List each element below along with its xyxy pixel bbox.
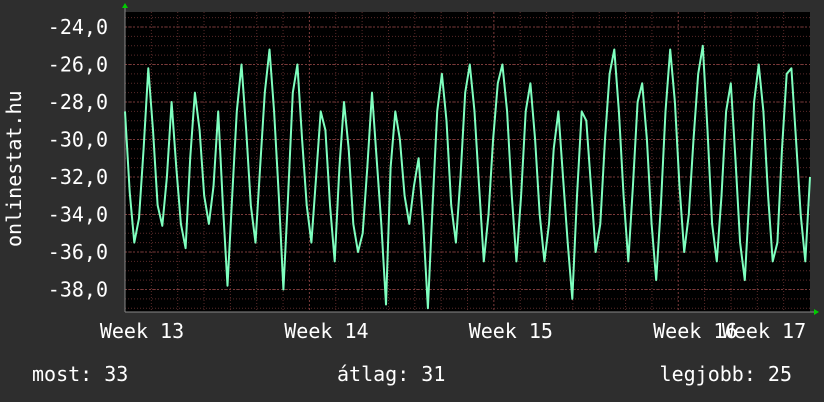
x-tick-label: Week 14 — [284, 319, 368, 343]
x-tick-label: Week 15 — [469, 319, 553, 343]
x-axis-arrow — [814, 309, 819, 315]
average-value: átlag: 31 — [337, 362, 446, 386]
watermark-text: onlinestat.hu — [2, 90, 26, 247]
data-series — [124, 44, 811, 310]
y-tick-label: -34,0 — [48, 203, 108, 227]
y-tick-label: -26,0 — [48, 53, 108, 77]
y-tick-label: -32,0 — [48, 165, 108, 189]
x-tick-label: Week 13 — [100, 319, 184, 343]
y-tick-label: -30,0 — [48, 128, 108, 152]
y-tick-label: -28,0 — [48, 90, 108, 114]
x-tick-label: Week 16 — [653, 319, 737, 343]
axes — [122, 3, 819, 315]
y-tick-label: -38,0 — [48, 278, 108, 302]
grid — [125, 12, 810, 312]
best-value: legjobb: 25 — [659, 362, 792, 386]
y-tick-labels: -24,0 -26,0 -28,0 -30,0 -32,0 -34,0 -36,0 -38,0 — [48, 15, 108, 302]
y-tick-label: -36,0 — [48, 240, 108, 264]
x-tick-label: Week 17 — [722, 319, 806, 343]
y-axis-arrow — [122, 3, 128, 8]
current-value: most: 33 — [32, 362, 129, 386]
y-tick-label: -24,0 — [48, 15, 108, 39]
series-line-0 — [124, 44, 811, 310]
